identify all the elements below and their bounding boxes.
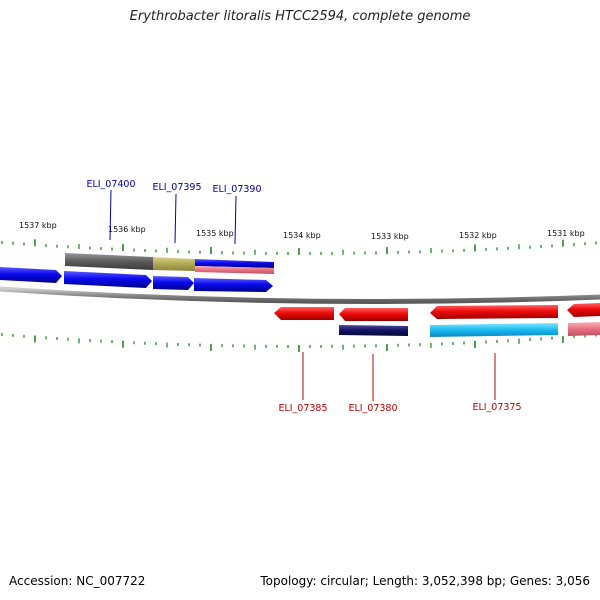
gene-arrow-right-edge[interactable] (567, 303, 600, 317)
scale-label-1537: 1537 kbp (19, 221, 57, 230)
genome-summary: Topology: circular; Length: 3,052,398 bp… (260, 574, 590, 588)
gene-label-eli-07385[interactable]: ELI_07385 (278, 403, 327, 414)
category-segment-olive (153, 257, 195, 271)
category-segment-pink-right (568, 322, 600, 336)
reverse-category-band (339, 322, 600, 337)
gene-arrow-eli-07390[interactable] (194, 278, 273, 292)
genome-backbone (0, 286, 600, 304)
gene-label-eli-07375[interactable]: ELI_07375 (472, 402, 521, 413)
gene-arrow-eli-07395[interactable] (153, 276, 194, 290)
category-segment-pink (195, 266, 274, 274)
gene-label-eli-07390[interactable]: ELI_07390 (212, 184, 261, 195)
scale-label-1533: 1533 kbp (371, 232, 409, 241)
category-segment-blue (195, 259, 274, 268)
leader-line-eli-07395 (174, 193, 177, 244)
gene-arrow-left-edge[interactable] (0, 267, 62, 283)
gene-arrow-eli-07375[interactable] (430, 305, 558, 319)
category-segment-navy (339, 325, 408, 336)
scale-label-1535: 1535 kbp (196, 229, 234, 238)
scale-label-1534: 1534 kbp (283, 231, 321, 240)
reverse-cds-track (274, 303, 600, 321)
genome-title: Erythrobacter litoralis HTCC2594, comple… (129, 9, 471, 24)
gene-label-eli-07395[interactable]: ELI_07395 (152, 182, 201, 193)
leader-line-eli-07400 (109, 189, 112, 241)
category-segment-grey (65, 253, 153, 270)
gene-arrow-eli-07380[interactable] (339, 308, 408, 321)
scale-ticks-reverse (1, 333, 597, 352)
scale-label-1536: 1536 kbp (108, 225, 146, 234)
scale-labels: 1537 kbp 1536 kbp 1535 kbp 1534 kbp 1533… (19, 221, 585, 241)
gene-label-eli-07400[interactable]: ELI_07400 (86, 179, 135, 190)
scale-ticks-forward (1, 239, 597, 255)
scale-label-1532: 1532 kbp (459, 231, 497, 240)
scale-label-1531: 1531 kbp (547, 229, 585, 238)
gene-arrow-eli-07400[interactable] (64, 271, 152, 288)
gene-labels: ELI_07400 ELI_07395 ELI_07390 ELI_07385 … (86, 179, 521, 414)
gene-label-eli-07380[interactable]: ELI_07380 (348, 403, 397, 414)
accession-text: Accession: NC_007722 (9, 574, 146, 588)
category-segment-cyan (430, 323, 558, 337)
forward-cds-track (0, 267, 273, 292)
gene-arrow-eli-07385[interactable] (274, 307, 334, 320)
leader-line-eli-07390 (234, 195, 237, 245)
forward-category-band (65, 253, 274, 274)
